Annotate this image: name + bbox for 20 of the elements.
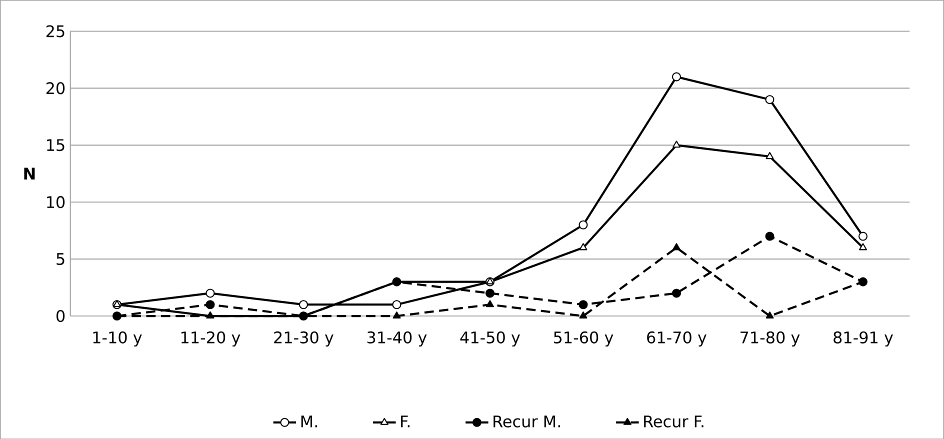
y-tick-label: 20	[46, 82, 65, 94]
y-tick-label: 25	[46, 25, 64, 38]
legend-label: M.	[301, 415, 317, 428]
legend-label: F.	[401, 415, 410, 428]
x-tick-label: 41-50 y	[460, 331, 520, 346]
y-tick-label: 5	[56, 252, 64, 265]
x-tick-label: 61-70 y	[647, 331, 706, 346]
y-tick-label: 10	[47, 196, 65, 208]
x-tick-label: 71-80 y	[740, 331, 800, 346]
x-tick-label: 51-60 y	[554, 331, 614, 346]
x-tick-label: 31-40 y	[367, 331, 427, 346]
x-tick-label: 11-20 y	[181, 331, 240, 346]
legend-label: Recur M.	[494, 415, 560, 428]
x-tick-label: 1-10 y	[93, 331, 142, 346]
x-tick-label: 81-91 y	[834, 331, 893, 346]
legend-label: Recur F.	[644, 415, 704, 428]
x-tick-label: 21-30 y	[274, 331, 334, 346]
y-tick-label: 15	[47, 139, 64, 151]
y-axis-title: N	[24, 168, 35, 180]
y-tick-label: 0	[56, 310, 65, 322]
